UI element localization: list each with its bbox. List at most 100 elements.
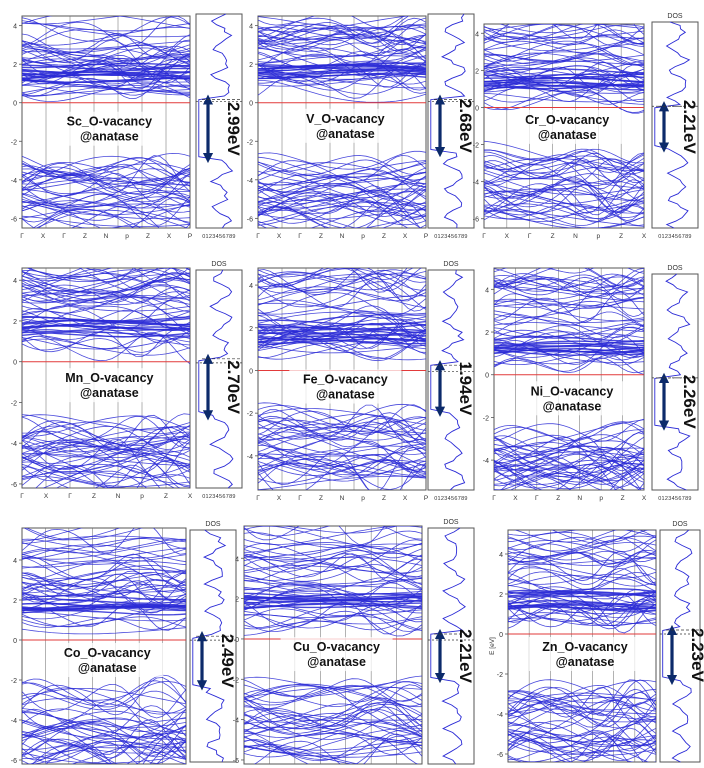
panel-co: 4 2 0 -2 -4 -6 DOS 2.49eV Co_O-vacancy@anatase [11, 521, 237, 765]
band-line [508, 736, 656, 762]
band-line [508, 679, 656, 703]
band-line [22, 440, 190, 465]
band-line [494, 464, 644, 485]
band-line [508, 739, 656, 756]
band-line [244, 566, 422, 584]
band-line [508, 542, 656, 559]
band-line [258, 198, 426, 228]
panel-label: Mn_O-vacancy@anatase [53, 368, 166, 403]
band-line [244, 557, 422, 574]
band-line [494, 268, 644, 288]
band-line [258, 27, 426, 44]
panel-label-line1: Cr_O-vacancy [525, 113, 609, 127]
band-line [494, 440, 644, 468]
band-line [258, 199, 426, 226]
panel-label-line1: Ni_O-vacancy [531, 384, 614, 398]
band-line [484, 190, 644, 208]
panel-label-line2: @anatase [556, 655, 615, 669]
band-line [244, 615, 422, 636]
band-line [244, 602, 422, 608]
band-line [258, 38, 426, 57]
band-line [258, 55, 426, 65]
y-tick-label: -6 [11, 758, 17, 765]
band-line [494, 342, 644, 349]
band-line [508, 596, 656, 618]
band-line [22, 319, 190, 326]
band-line [22, 561, 186, 582]
y-tick-label: -4 [11, 178, 17, 185]
band-line [258, 412, 426, 443]
band-line [258, 286, 426, 302]
band-line [244, 609, 422, 618]
band-line [494, 310, 644, 323]
band-line [494, 453, 644, 475]
kpoint-label: Z [621, 495, 625, 502]
band-line [22, 16, 190, 47]
band-line [484, 52, 644, 76]
band-line [23, 528, 186, 541]
band-line [22, 436, 190, 450]
band-line [244, 618, 422, 631]
band-line [494, 349, 644, 356]
kpoint-label: Γ [482, 233, 486, 240]
band-line [258, 26, 426, 40]
band-line [22, 433, 190, 474]
band-line [484, 24, 644, 45]
band-line [484, 204, 644, 219]
panel-label: Ni_O-vacancy@anatase [516, 381, 628, 416]
panel-label-line1: Zn_O-vacancy [542, 640, 628, 654]
band-line [258, 47, 426, 61]
band-line [494, 278, 644, 290]
band-line [494, 466, 644, 488]
dos-tick-labels: 0123456789 [434, 234, 468, 240]
band-line [22, 743, 186, 764]
band-line [508, 743, 656, 762]
band-line [22, 426, 190, 463]
band-line [22, 553, 186, 587]
y-tick-label: 2 [13, 319, 17, 326]
band-line [258, 312, 426, 331]
band-line [244, 732, 422, 756]
kpoint-label: p [125, 233, 129, 240]
band-line [22, 594, 186, 601]
band-line [494, 435, 644, 469]
kpoint-label: X [277, 233, 282, 240]
band-line [22, 677, 186, 716]
band-line [258, 328, 426, 335]
band-line [508, 591, 656, 597]
y-tick-label: -4 [233, 718, 239, 725]
band-line [22, 292, 190, 312]
band-line [22, 572, 186, 594]
panel-zn: 4 2 0 -2 -4 -6 E [eV] DOS 2.23eV Zn_O-vacancy@ana… [489, 521, 704, 763]
band-line [508, 539, 656, 568]
kpoint-label: X [41, 233, 46, 240]
band-line [244, 526, 422, 540]
band-line [258, 177, 426, 193]
kpoint-label: p [140, 493, 144, 500]
kpoint-label: X [403, 233, 408, 240]
band-line [22, 16, 125, 25]
band-line [22, 152, 190, 176]
band-line [22, 570, 186, 602]
band-line [22, 277, 190, 304]
y-tick-label: 0 [485, 373, 489, 380]
band-line [258, 328, 426, 335]
band-line [258, 403, 426, 432]
band-line [244, 685, 422, 706]
band-line [494, 297, 644, 309]
band-line [29, 745, 186, 764]
panel-label-background [511, 109, 624, 144]
gap-value-label: 1.94eV [456, 362, 475, 417]
kpoint-label: Γ [298, 233, 302, 240]
band-line [258, 415, 426, 441]
band-line [484, 185, 644, 213]
band-line [244, 564, 422, 586]
band-line [258, 70, 426, 76]
band-line [258, 269, 426, 281]
panel-label-background [516, 381, 628, 416]
band-line [22, 577, 186, 598]
band-line [258, 438, 426, 456]
kpoint-label: p [599, 495, 603, 502]
band-line [84, 268, 160, 277]
band-line [508, 617, 656, 626]
